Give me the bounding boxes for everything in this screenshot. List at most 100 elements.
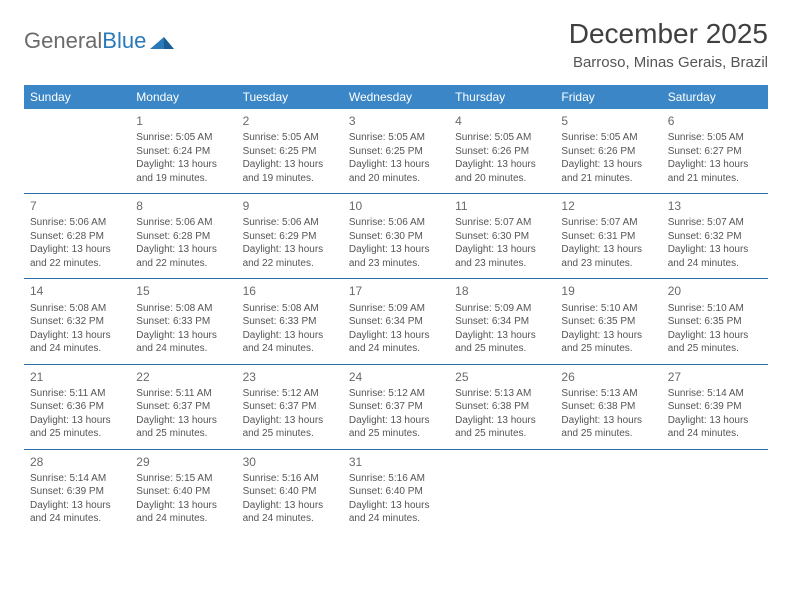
day-number: 19: [561, 283, 655, 299]
daylight-line: Daylight: 13 hours and 19 minutes.: [136, 158, 230, 185]
day-number: 5: [561, 113, 655, 129]
day-number: 28: [30, 454, 124, 470]
weekday-label: Friday: [555, 85, 661, 109]
daylight-line: Daylight: 13 hours and 20 minutes.: [455, 158, 549, 185]
sunset-line: Sunset: 6:37 PM: [136, 400, 230, 414]
sunrise-line: Sunrise: 5:14 AM: [30, 472, 124, 486]
daylight-line: Daylight: 13 hours and 21 minutes.: [561, 158, 655, 185]
daylight-line: Daylight: 13 hours and 24 minutes.: [136, 329, 230, 356]
weekday-label: Tuesday: [237, 85, 343, 109]
daylight-line: Daylight: 13 hours and 25 minutes.: [561, 414, 655, 441]
calendar-cell: 24Sunrise: 5:12 AMSunset: 6:37 PMDayligh…: [343, 365, 449, 449]
day-number: 18: [455, 283, 549, 299]
day-number: 13: [668, 198, 762, 214]
calendar-week: 1Sunrise: 5:05 AMSunset: 6:24 PMDaylight…: [24, 109, 768, 193]
calendar-cell: 30Sunrise: 5:16 AMSunset: 6:40 PMDayligh…: [237, 450, 343, 534]
daylight-line: Daylight: 13 hours and 25 minutes.: [455, 414, 549, 441]
sunrise-line: Sunrise: 5:11 AM: [136, 387, 230, 401]
sunrise-line: Sunrise: 5:05 AM: [136, 131, 230, 145]
calendar-cell: 2Sunrise: 5:05 AMSunset: 6:25 PMDaylight…: [237, 109, 343, 193]
daylight-line: Daylight: 13 hours and 24 minutes.: [30, 499, 124, 526]
day-number: 3: [349, 113, 443, 129]
day-number: 30: [243, 454, 337, 470]
sunrise-line: Sunrise: 5:15 AM: [136, 472, 230, 486]
calendar-week: 7Sunrise: 5:06 AMSunset: 6:28 PMDaylight…: [24, 193, 768, 278]
weekday-label: Saturday: [662, 85, 768, 109]
sunset-line: Sunset: 6:25 PM: [243, 145, 337, 159]
sunset-line: Sunset: 6:34 PM: [455, 315, 549, 329]
sunset-line: Sunset: 6:40 PM: [136, 485, 230, 499]
calendar-cell: 23Sunrise: 5:12 AMSunset: 6:37 PMDayligh…: [237, 365, 343, 449]
calendar-cell: 28Sunrise: 5:14 AMSunset: 6:39 PMDayligh…: [24, 450, 130, 534]
day-number: 6: [668, 113, 762, 129]
daylight-line: Daylight: 13 hours and 24 minutes.: [668, 414, 762, 441]
sunset-line: Sunset: 6:39 PM: [668, 400, 762, 414]
sunrise-line: Sunrise: 5:10 AM: [561, 302, 655, 316]
calendar-grid: 1Sunrise: 5:05 AMSunset: 6:24 PMDaylight…: [24, 109, 768, 534]
daylight-line: Daylight: 13 hours and 25 minutes.: [243, 414, 337, 441]
calendar-cell: 16Sunrise: 5:08 AMSunset: 6:33 PMDayligh…: [237, 279, 343, 363]
sunset-line: Sunset: 6:29 PM: [243, 230, 337, 244]
weekday-label: Sunday: [24, 85, 130, 109]
sunrise-line: Sunrise: 5:06 AM: [136, 216, 230, 230]
day-number: 24: [349, 369, 443, 385]
sunset-line: Sunset: 6:28 PM: [30, 230, 124, 244]
daylight-line: Daylight: 13 hours and 24 minutes.: [349, 499, 443, 526]
day-number: 27: [668, 369, 762, 385]
day-number: 29: [136, 454, 230, 470]
day-number: 22: [136, 369, 230, 385]
sunrise-line: Sunrise: 5:07 AM: [455, 216, 549, 230]
calendar-cell: 13Sunrise: 5:07 AMSunset: 6:32 PMDayligh…: [662, 194, 768, 278]
weekday-label: Wednesday: [343, 85, 449, 109]
sunrise-line: Sunrise: 5:06 AM: [243, 216, 337, 230]
calendar-cell: 9Sunrise: 5:06 AMSunset: 6:29 PMDaylight…: [237, 194, 343, 278]
sunrise-line: Sunrise: 5:05 AM: [455, 131, 549, 145]
daylight-line: Daylight: 13 hours and 25 minutes.: [349, 414, 443, 441]
calendar-cell: 1Sunrise: 5:05 AMSunset: 6:24 PMDaylight…: [130, 109, 236, 193]
sunrise-line: Sunrise: 5:13 AM: [455, 387, 549, 401]
sunrise-line: Sunrise: 5:12 AM: [349, 387, 443, 401]
daylight-line: Daylight: 13 hours and 24 minutes.: [668, 243, 762, 270]
day-number: 11: [455, 198, 549, 214]
day-number: 31: [349, 454, 443, 470]
month-title: December 2025: [569, 18, 768, 50]
daylight-line: Daylight: 13 hours and 25 minutes.: [455, 329, 549, 356]
daylight-line: Daylight: 13 hours and 21 minutes.: [668, 158, 762, 185]
calendar-cell: [24, 109, 130, 193]
sunrise-line: Sunrise: 5:12 AM: [243, 387, 337, 401]
sunset-line: Sunset: 6:37 PM: [243, 400, 337, 414]
calendar-cell: 5Sunrise: 5:05 AMSunset: 6:26 PMDaylight…: [555, 109, 661, 193]
daylight-line: Daylight: 13 hours and 20 minutes.: [349, 158, 443, 185]
calendar-cell: [449, 450, 555, 534]
day-number: 16: [243, 283, 337, 299]
day-number: 9: [243, 198, 337, 214]
sunset-line: Sunset: 6:33 PM: [136, 315, 230, 329]
sunset-line: Sunset: 6:25 PM: [349, 145, 443, 159]
sunset-line: Sunset: 6:40 PM: [349, 485, 443, 499]
calendar-week: 14Sunrise: 5:08 AMSunset: 6:32 PMDayligh…: [24, 278, 768, 363]
calendar-cell: [662, 450, 768, 534]
sunset-line: Sunset: 6:30 PM: [349, 230, 443, 244]
sunset-line: Sunset: 6:38 PM: [455, 400, 549, 414]
sunrise-line: Sunrise: 5:16 AM: [243, 472, 337, 486]
daylight-line: Daylight: 13 hours and 23 minutes.: [455, 243, 549, 270]
calendar-cell: 12Sunrise: 5:07 AMSunset: 6:31 PMDayligh…: [555, 194, 661, 278]
sunset-line: Sunset: 6:26 PM: [455, 145, 549, 159]
day-number: 2: [243, 113, 337, 129]
title-block: December 2025 Barroso, Minas Gerais, Bra…: [569, 18, 768, 71]
sunrise-line: Sunrise: 5:05 AM: [243, 131, 337, 145]
daylight-line: Daylight: 13 hours and 24 minutes.: [136, 499, 230, 526]
day-number: 4: [455, 113, 549, 129]
logo-blue: Blue: [102, 28, 146, 53]
sunrise-line: Sunrise: 5:08 AM: [243, 302, 337, 316]
sunrise-line: Sunrise: 5:13 AM: [561, 387, 655, 401]
weekday-header: Sunday Monday Tuesday Wednesday Thursday…: [24, 85, 768, 109]
sunset-line: Sunset: 6:34 PM: [349, 315, 443, 329]
daylight-line: Daylight: 13 hours and 25 minutes.: [30, 414, 124, 441]
daylight-line: Daylight: 13 hours and 25 minutes.: [668, 329, 762, 356]
sunrise-line: Sunrise: 5:08 AM: [136, 302, 230, 316]
calendar-week: 21Sunrise: 5:11 AMSunset: 6:36 PMDayligh…: [24, 364, 768, 449]
calendar-cell: 19Sunrise: 5:10 AMSunset: 6:35 PMDayligh…: [555, 279, 661, 363]
sunset-line: Sunset: 6:33 PM: [243, 315, 337, 329]
sunset-line: Sunset: 6:35 PM: [561, 315, 655, 329]
